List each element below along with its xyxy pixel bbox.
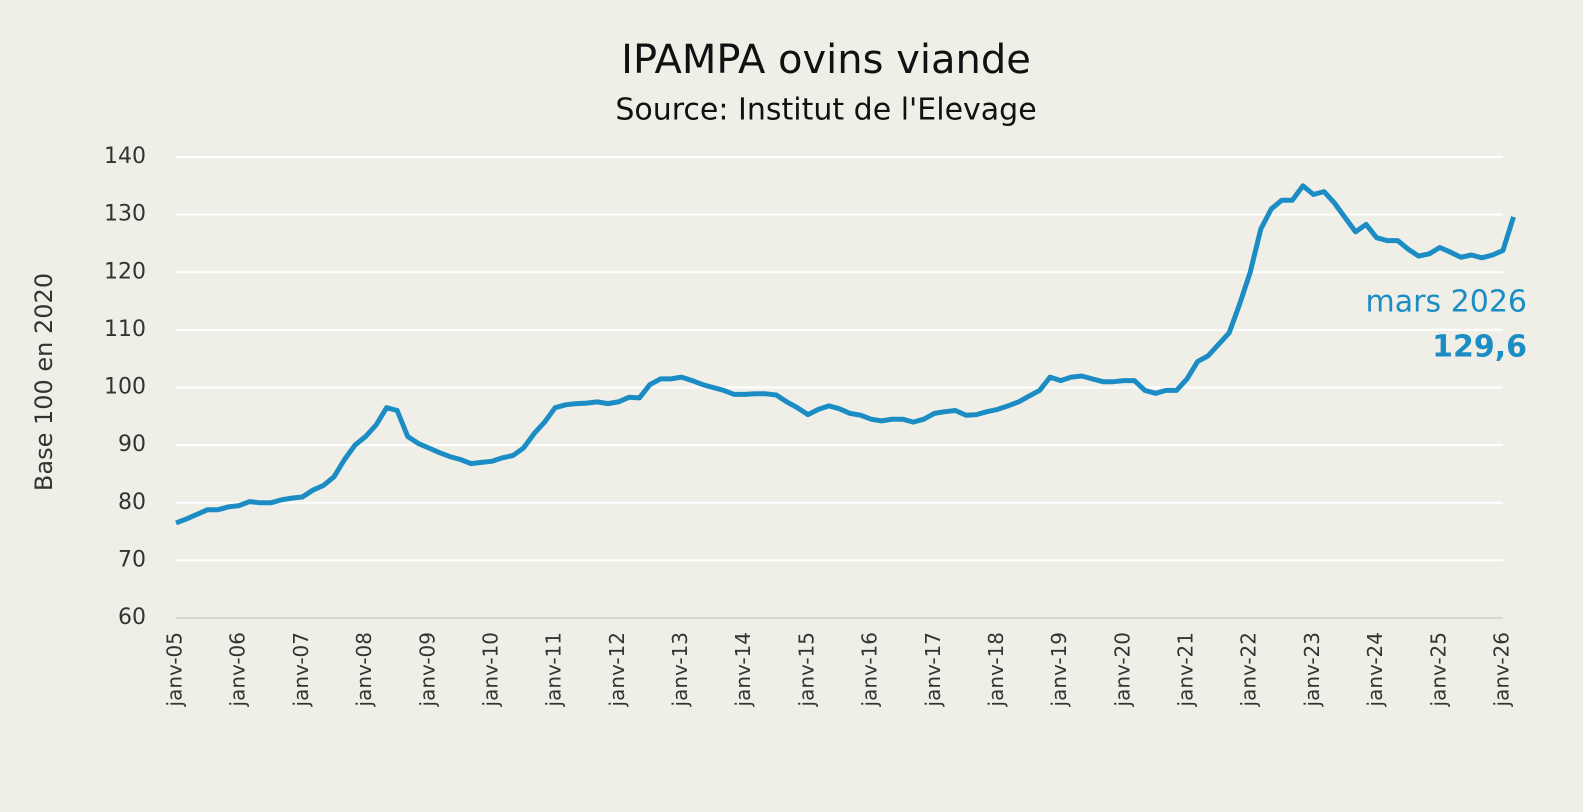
y-tick-label: 60 — [118, 605, 146, 630]
x-tick-label: janv-20 — [1110, 632, 1134, 707]
y-tick-label: 80 — [118, 490, 146, 515]
x-tick-label: janv-18 — [984, 632, 1008, 707]
chart-subtitle: Source: Institut de l'Elevage — [615, 93, 1036, 128]
y-tick-label: 120 — [104, 259, 146, 284]
x-tick-label: janv-22 — [1237, 632, 1261, 707]
x-tick-label: janv-25 — [1426, 632, 1450, 707]
y-tick-label: 90 — [118, 432, 146, 457]
x-tick-label: janv-12 — [605, 632, 629, 707]
y-tick-label: 140 — [104, 144, 146, 169]
x-tick-label: janv-24 — [1363, 632, 1387, 707]
x-tick-label: janv-15 — [794, 632, 818, 707]
x-tick-label: janv-16 — [858, 632, 882, 707]
y-tick-label: 70 — [118, 547, 146, 572]
y-tick-label: 130 — [104, 202, 146, 227]
chart-title: IPAMPA ovins viande — [621, 37, 1031, 83]
x-tick-label: janv-21 — [1174, 632, 1198, 707]
x-tick-label: janv-09 — [415, 632, 439, 707]
x-tick-label: janv-06 — [226, 632, 250, 707]
data-line — [175, 183, 1516, 526]
x-tick-label: janv-10 — [478, 632, 502, 707]
y-axis-label: Base 100 en 2020 — [30, 273, 58, 491]
x-tick-label: janv-17 — [921, 632, 945, 707]
x-tick-label: janv-08 — [352, 632, 376, 707]
x-tick-label: janv-23 — [1300, 632, 1324, 707]
x-tick-label: janv-26 — [1490, 632, 1514, 707]
y-tick-label: 110 — [104, 317, 146, 342]
x-tick-label: janv-14 — [731, 632, 755, 707]
x-tick-label: janv-05 — [163, 632, 187, 707]
annotation-date: mars 2026 — [1366, 285, 1527, 320]
x-tick-label: janv-11 — [542, 632, 566, 707]
x-tick-label: janv-07 — [289, 632, 313, 707]
x-tick-label: janv-19 — [1047, 632, 1071, 707]
annotation-value: 129,6 — [1432, 330, 1527, 365]
x-tick-label: janv-13 — [668, 632, 692, 707]
y-tick-label: 100 — [104, 375, 146, 400]
